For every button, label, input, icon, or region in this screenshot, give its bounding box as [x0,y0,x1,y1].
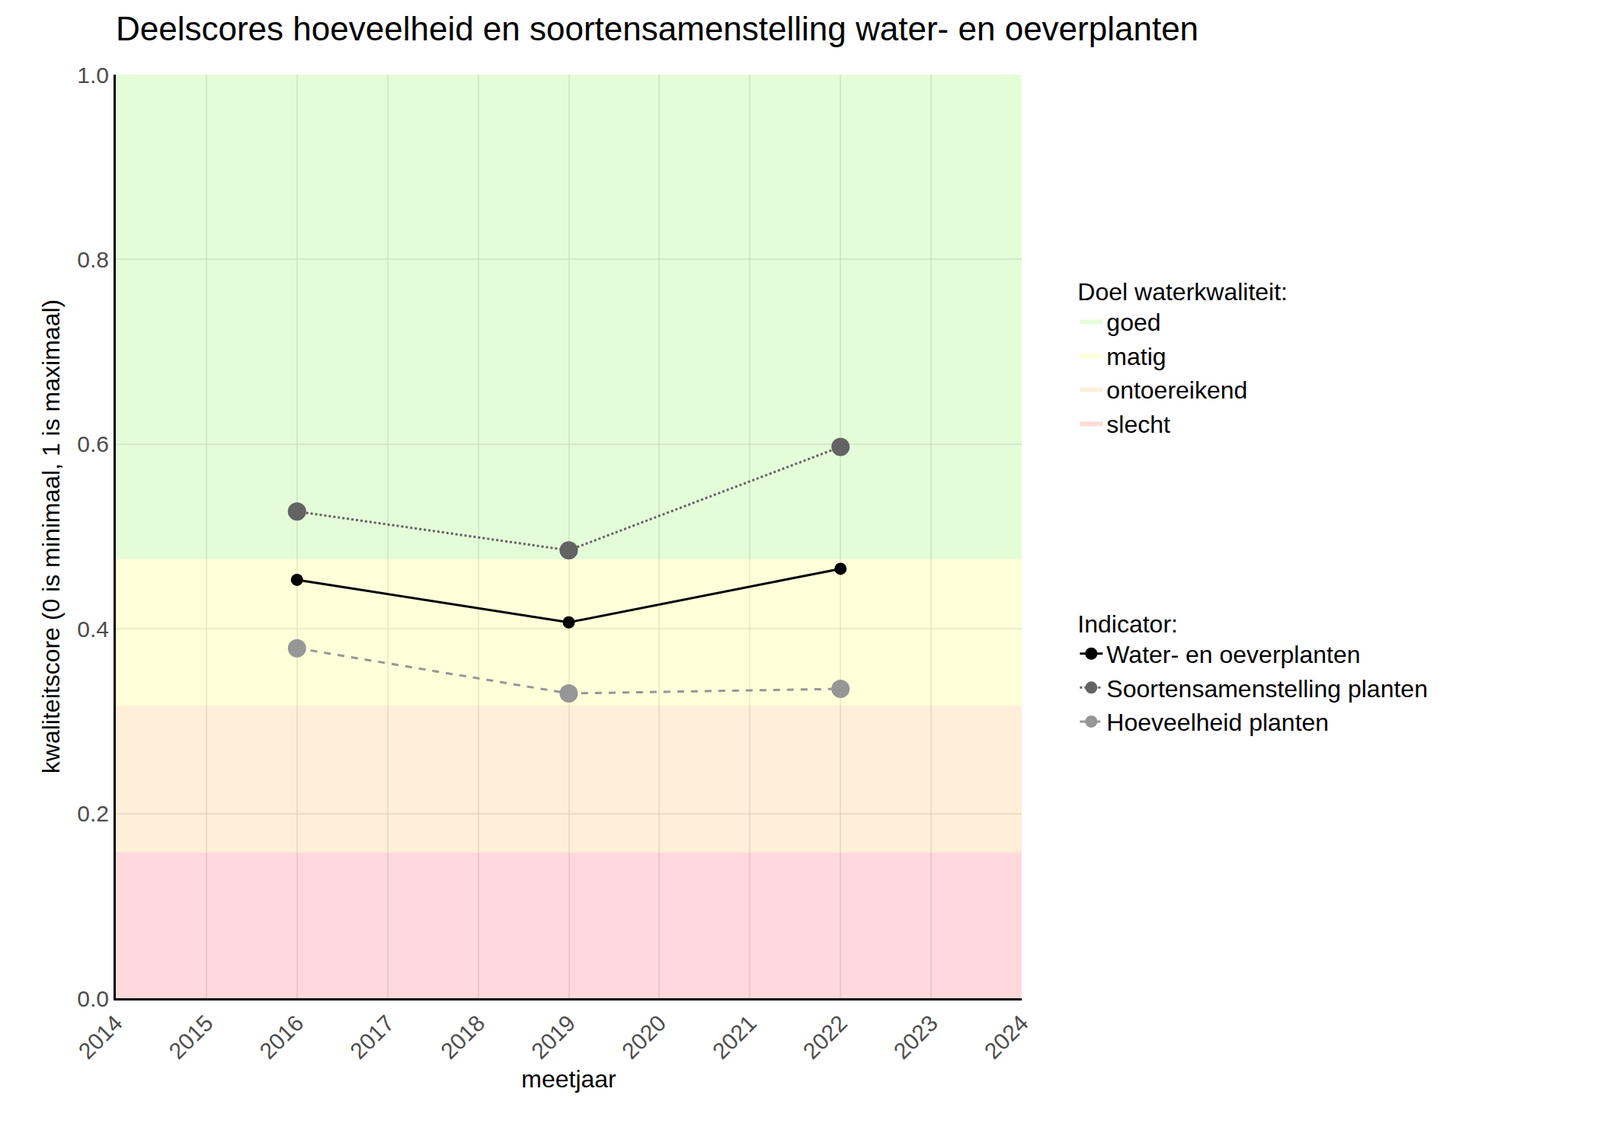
svg-text:2014: 2014 [73,1010,128,1065]
svg-text:0.2: 0.2 [76,800,109,826]
svg-text:2020: 2020 [617,1010,672,1065]
svg-text:Deelscores hoeveelheid en soor: Deelscores hoeveelheid en soortensamenst… [115,9,1199,48]
svg-text:0.4: 0.4 [76,616,109,642]
svg-text:2015: 2015 [163,1010,218,1065]
svg-text:2021: 2021 [707,1010,762,1065]
svg-text:Indicator:: Indicator: [1077,610,1178,638]
svg-text:matig: matig [1106,342,1166,371]
svg-text:2024: 2024 [979,1010,1034,1065]
svg-text:Doel waterkwaliteit:: Doel waterkwaliteit: [1077,278,1288,306]
svg-text:2022: 2022 [798,1010,853,1065]
svg-text:ontoereikend: ontoereikend [1106,376,1248,404]
svg-text:kwaliteitscore (0 is minimaal,: kwaliteitscore (0 is minimaal, 1 is maxi… [37,299,65,774]
svg-text:2018: 2018 [435,1010,490,1065]
svg-text:0.6: 0.6 [76,431,109,457]
svg-text:2016: 2016 [254,1010,309,1065]
svg-text:Hoeveelheid planten: Hoeveelheid planten [1106,708,1329,736]
svg-text:goed: goed [1106,308,1161,336]
svg-text:Water- en oeverplanten: Water- en oeverplanten [1106,640,1360,669]
svg-text:1.0: 1.0 [76,62,109,88]
svg-text:2019: 2019 [526,1010,581,1065]
svg-text:0.0: 0.0 [76,985,109,1012]
svg-text:2017: 2017 [345,1010,400,1065]
svg-text:2023: 2023 [888,1010,943,1065]
svg-text:meetjaar: meetjaar [521,1065,617,1093]
svg-text:0.8: 0.8 [76,246,109,272]
svg-text:Soortensamenstelling planten: Soortensamenstelling planten [1106,675,1428,703]
svg-text:slecht: slecht [1106,410,1171,439]
